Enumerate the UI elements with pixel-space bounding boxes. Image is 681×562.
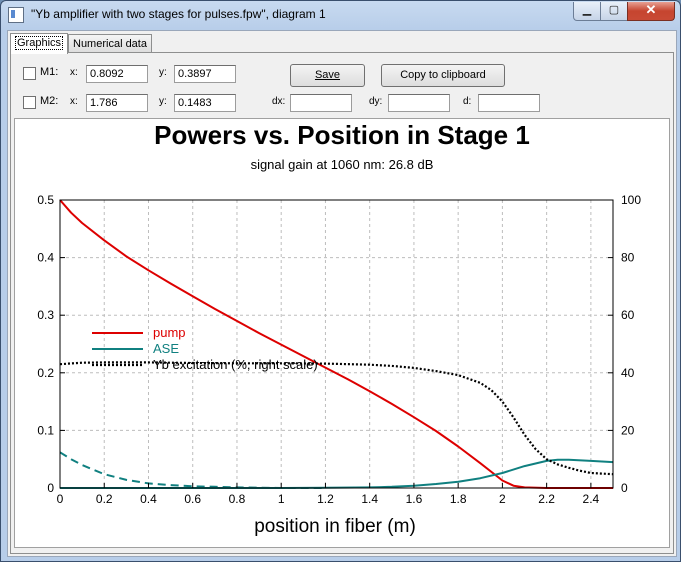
client-area: Graphics Numerical data M1: x: y: Save C… bbox=[7, 30, 677, 557]
legend-label: Yb excitation (%, right scale) bbox=[153, 357, 318, 372]
series-line-pump bbox=[59, 199, 613, 489]
x-tick-label: 0.6 bbox=[184, 492, 201, 506]
d-input[interactable] bbox=[478, 94, 540, 112]
m2-x-input[interactable] bbox=[86, 94, 148, 112]
close-button[interactable]: ✕ bbox=[627, 2, 675, 21]
d-label: d: bbox=[463, 96, 472, 107]
y-tick-label-left: 0.2 bbox=[37, 366, 54, 380]
y-tick-label-left: 0 bbox=[47, 481, 54, 495]
m1-y-input[interactable] bbox=[174, 65, 236, 83]
x-axis-label: position in fiber (m) bbox=[254, 516, 416, 537]
powers-chart[interactable]: Powers vs. Position in Stage 1 signal ga… bbox=[15, 119, 669, 547]
dx-input[interactable] bbox=[290, 94, 352, 112]
m1-x-label: x: bbox=[70, 67, 78, 78]
graphics-panel: M1: x: y: Save Copy to clipboard M2: x: … bbox=[10, 52, 674, 554]
y-tick-label-left: 0.5 bbox=[37, 193, 54, 207]
y-tick-label-right: 20 bbox=[621, 423, 635, 437]
x-tick-label: 0 bbox=[57, 492, 64, 506]
dy-input[interactable] bbox=[388, 94, 450, 112]
series-line-yb bbox=[59, 361, 614, 476]
minimize-button[interactable]: ▁ bbox=[573, 2, 601, 21]
save-button[interactable]: Save bbox=[290, 64, 365, 87]
chart-subtitle: signal gain at 1060 nm: 26.8 dB bbox=[251, 157, 434, 172]
title-bar[interactable]: "Yb amplifier with two stages for pulses… bbox=[1, 1, 680, 29]
x-tick-label: 0.2 bbox=[96, 492, 113, 506]
dx-label: dx: bbox=[272, 96, 286, 107]
x-tick-label: 2.2 bbox=[538, 492, 555, 506]
y-tick-label-left: 0.1 bbox=[37, 423, 54, 437]
y-tick-label-left: 0.4 bbox=[37, 251, 54, 265]
y-tick-label-right: 100 bbox=[621, 193, 641, 207]
series-line-ase bbox=[60, 458, 614, 489]
m1-checkbox[interactable] bbox=[23, 67, 36, 80]
window-title: "Yb amplifier with two stages for pulses… bbox=[31, 7, 326, 21]
m2-label: M2: bbox=[40, 95, 59, 107]
plot-area[interactable]: Powers vs. Position in Stage 1 signal ga… bbox=[14, 118, 670, 548]
x-tick-label: 1.4 bbox=[361, 492, 378, 506]
legend-label: pump bbox=[153, 325, 186, 340]
dy-label: dy: bbox=[369, 96, 383, 107]
app-icon[interactable] bbox=[8, 7, 24, 23]
grid bbox=[60, 200, 613, 488]
maximize-button[interactable]: ▢ bbox=[600, 2, 628, 21]
x-tick-label: 1.2 bbox=[317, 492, 334, 506]
y-tick-label-right: 80 bbox=[621, 251, 635, 265]
chart-title: Powers vs. Position in Stage 1 bbox=[154, 120, 530, 150]
m1-x-input[interactable] bbox=[86, 65, 148, 83]
x-tick-label: 2.4 bbox=[583, 492, 600, 506]
x-tick-label: 0.8 bbox=[229, 492, 246, 506]
x-tick-label: 0.4 bbox=[140, 492, 157, 506]
y-tick-label-right: 0 bbox=[621, 481, 628, 495]
copy-to-clipboard-button[interactable]: Copy to clipboard bbox=[381, 64, 505, 87]
x-tick-label: 1.6 bbox=[406, 492, 423, 506]
x-tick-label: 1.8 bbox=[450, 492, 467, 506]
plot-border bbox=[59, 199, 614, 489]
legend-label: ASE bbox=[153, 341, 179, 356]
m2-checkbox[interactable] bbox=[23, 96, 36, 109]
save-button-label: Save bbox=[314, 69, 341, 81]
series-line-ase-backward bbox=[59, 451, 326, 489]
y-tick-label-right: 40 bbox=[621, 366, 635, 380]
tab-graphics[interactable]: Graphics bbox=[10, 33, 69, 54]
tab-numerical-data[interactable]: Numerical data bbox=[68, 34, 152, 53]
y-tick-label-right: 60 bbox=[621, 308, 635, 322]
m2-x-label: x: bbox=[70, 96, 78, 107]
axes: 0 0.2 0.4 0.6 0.8 1 1.2 1.4 1.6 1.8 2 2.2 2.4 0 0.1 0.2… bbox=[37, 193, 641, 506]
x-tick-label: 1 bbox=[278, 492, 285, 506]
series-layer bbox=[59, 199, 614, 489]
m2-y-label: y: bbox=[159, 96, 167, 107]
y-tick-label-left: 0.3 bbox=[37, 308, 54, 322]
m1-y-label: y: bbox=[159, 67, 167, 78]
m2-y-input[interactable] bbox=[174, 94, 236, 112]
x-tick-label: 2 bbox=[499, 492, 506, 506]
m1-label: M1: bbox=[40, 66, 59, 78]
